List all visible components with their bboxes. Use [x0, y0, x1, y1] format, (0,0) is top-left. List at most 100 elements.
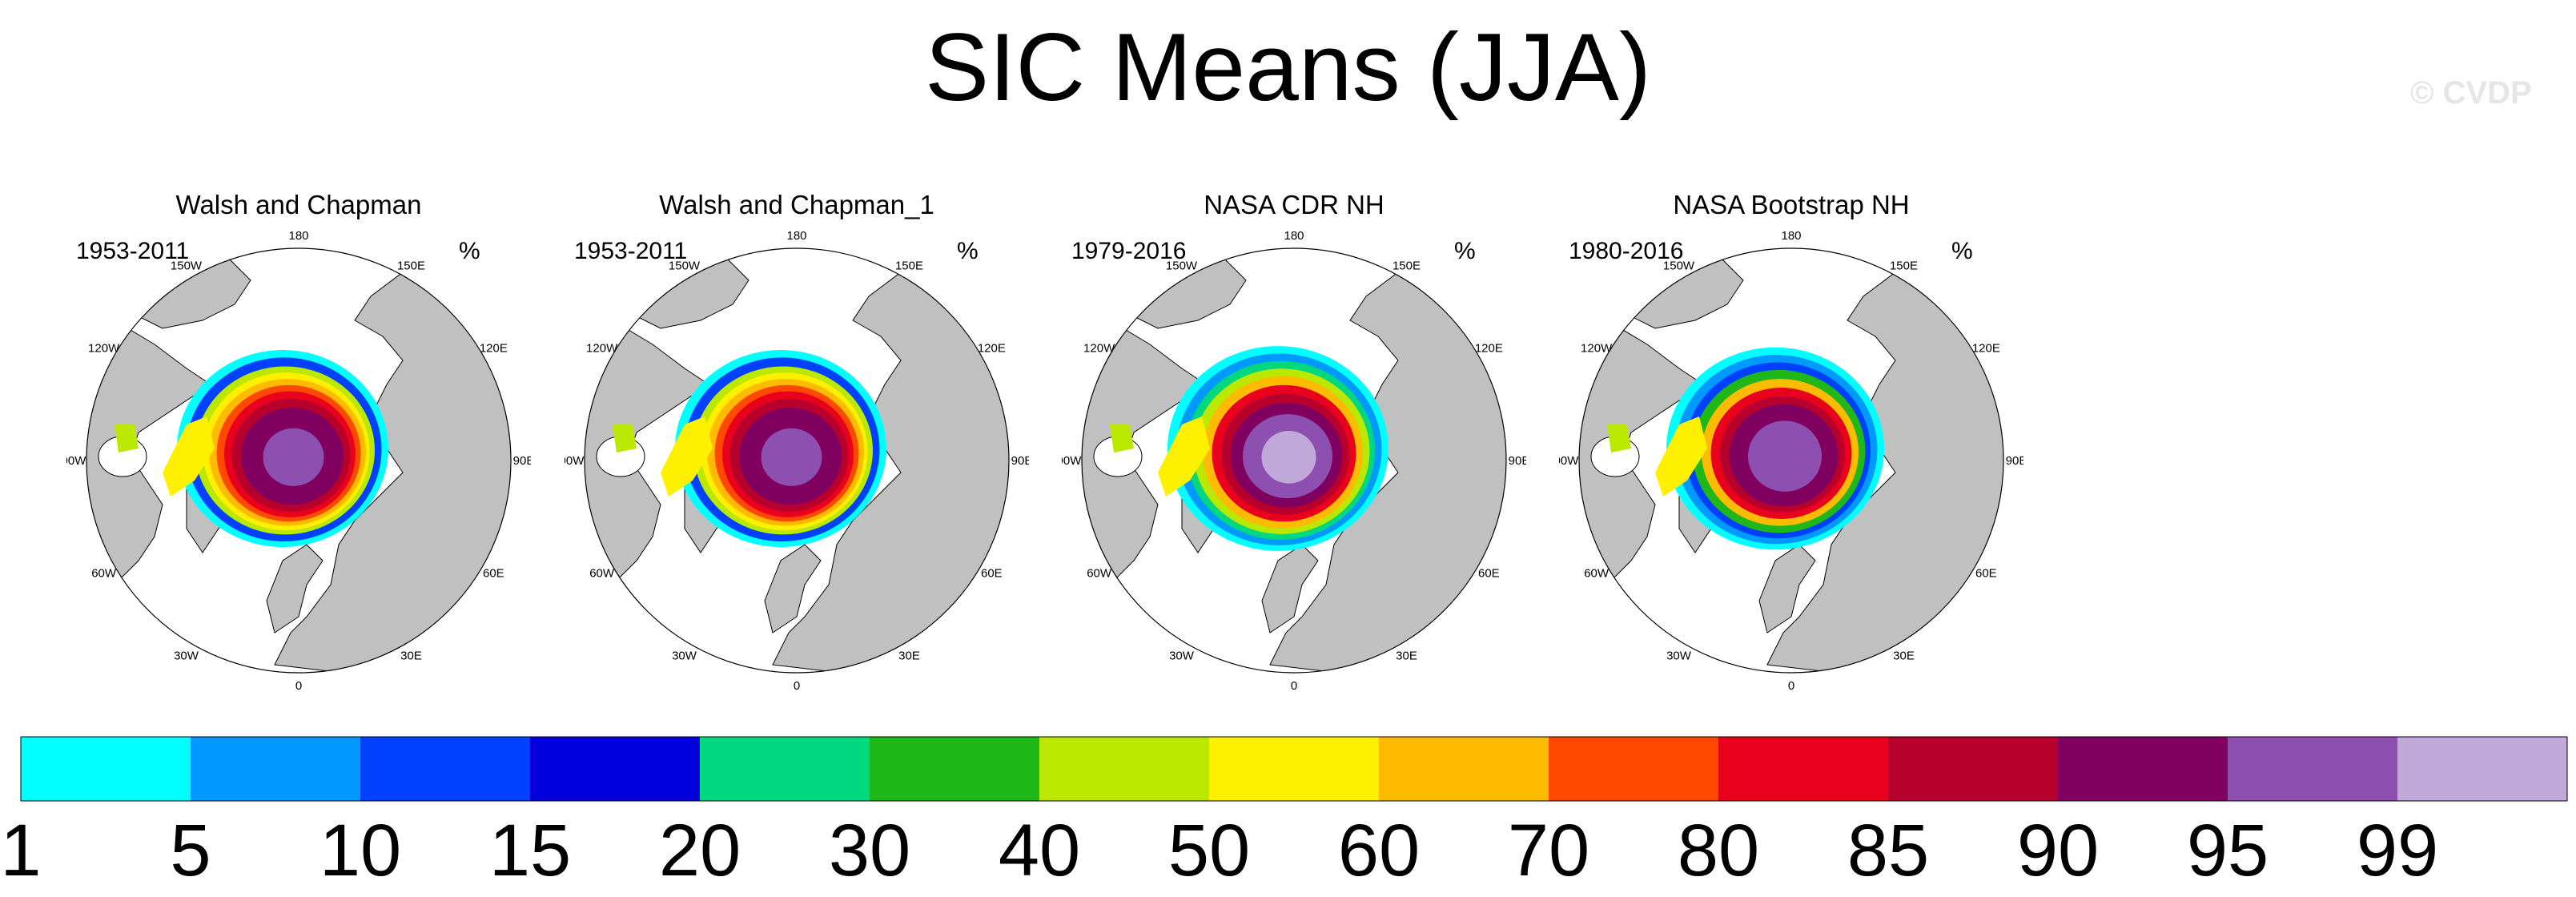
- longitude-label: 120E: [1972, 342, 2000, 356]
- map-content: [86, 248, 511, 673]
- longitude-label: 120W: [88, 342, 120, 356]
- colorbar-label: 20: [659, 810, 741, 891]
- longitude-label: 150E: [895, 259, 923, 273]
- longitude-label: 90W: [1062, 454, 1082, 468]
- colorbar-frame: [20, 736, 2568, 802]
- polar-map: 180 150E 120E 90E 60E 30E 0 30W 60W 90W 120W 150W: [1559, 229, 2023, 693]
- sea-ice-contour: [661, 416, 713, 497]
- colorbar-label: 99: [2357, 810, 2438, 891]
- map-border: [584, 247, 1010, 674]
- longitude-label: 60E: [1975, 567, 1997, 581]
- longitude-label: 150W: [1166, 259, 1198, 273]
- longitude-label: 150E: [397, 259, 425, 273]
- longitude-label: 30E: [1893, 649, 1915, 662]
- longitude-label: 150W: [669, 259, 701, 273]
- colorbar-swatch: [1549, 737, 1718, 801]
- colorbar-label: 80: [1678, 810, 1759, 891]
- colorbar-label: 1: [0, 810, 41, 891]
- longitude-label: 60W: [1584, 567, 1609, 581]
- landmass-scandinavia: [266, 544, 324, 634]
- longitude-label: 60E: [1478, 567, 1500, 581]
- panel-unit: %: [459, 238, 480, 264]
- colorbar-swatch: [1209, 737, 1379, 801]
- longitude-label: 90E: [1011, 454, 1029, 468]
- longitude-label: 120W: [1083, 342, 1115, 356]
- longitude-label: 30E: [400, 649, 422, 662]
- longitude-label: 30E: [1396, 649, 1417, 662]
- longitude-label: 60E: [483, 567, 504, 581]
- sea-ice-contour: [761, 428, 822, 486]
- colorbar-swatch: [870, 737, 1039, 801]
- map-panel-4: NASA Bootstrap NH 1980-2016 % 180 150E 120…: [1559, 184, 2023, 697]
- sea-ice-contour: [263, 428, 324, 486]
- colorbar-swatch: [1039, 737, 1209, 801]
- longitude-label: 90E: [2006, 454, 2023, 468]
- panel-unit: %: [1951, 238, 1973, 264]
- longitude-label: 120E: [1475, 342, 1503, 356]
- watermark: © CVDP: [2410, 75, 2532, 111]
- longitude-label: 60W: [589, 567, 615, 581]
- map-content: [1082, 248, 1506, 673]
- colorbar-swatch: [191, 737, 360, 801]
- longitude-label: 150E: [1392, 259, 1421, 273]
- colorbar-label: 15: [489, 810, 571, 891]
- longitude-label: 120W: [1581, 342, 1613, 356]
- colorbar-swatch: [360, 737, 530, 801]
- longitude-label: 180: [786, 229, 806, 243]
- sea-ice-contour: [1655, 416, 1707, 497]
- sea-ice-contour: [115, 424, 139, 453]
- panel-title: NASA CDR NH: [1204, 190, 1384, 219]
- polar-map: 180 150E 120E 90E 60E 30E 0 30W 60W 90W 120W 150W: [565, 229, 1029, 693]
- colorbar-label: 50: [1168, 810, 1250, 891]
- sea-ice-contour: [1607, 424, 1631, 453]
- colorbar-swatch: [2058, 737, 2228, 801]
- colorbar-label: 10: [319, 810, 401, 891]
- sea-ice-contour: [163, 416, 215, 497]
- colorbar-swatch: [530, 737, 700, 801]
- landmass-scandinavia: [1758, 544, 1816, 634]
- panel-title: Walsh and Chapman: [175, 190, 422, 219]
- colorbar-swatch: [21, 737, 191, 801]
- longitude-label: 30W: [1169, 649, 1195, 662]
- polar-map: 180 150E 120E 90E 60E 30E 0 30W 60W 90W 120W 150W: [1062, 229, 1526, 693]
- longitude-label: 60W: [91, 567, 117, 581]
- landmass-scandinavia: [764, 544, 822, 634]
- longitude-label: 90W: [66, 454, 86, 468]
- colorbar-swatch: [1718, 737, 1888, 801]
- longitude-label: 90W: [1559, 454, 1579, 468]
- sea-ice-contour: [1748, 420, 1822, 492]
- colorbar-label: 5: [170, 810, 211, 891]
- colorbar-swatch: [2228, 737, 2397, 801]
- sea-ice-contour: [1110, 424, 1134, 453]
- colorbar-label: 95: [2187, 810, 2269, 891]
- longitude-label: 150W: [1663, 259, 1695, 273]
- longitude-label: 90E: [1509, 454, 1526, 468]
- sea-ice-contour: [1261, 431, 1316, 484]
- longitude-label: 120W: [586, 342, 618, 356]
- longitude-label: 60E: [981, 567, 1003, 581]
- colorbar-label: 40: [999, 810, 1080, 891]
- longitude-label: 180: [288, 229, 308, 243]
- colorbar-label: 60: [1338, 810, 1420, 891]
- landmass-scandinavia: [1261, 544, 1319, 634]
- longitude-label: 0: [1291, 679, 1297, 693]
- panel-title: NASA Bootstrap NH: [1673, 190, 1910, 219]
- map-border: [1081, 247, 1507, 674]
- colorbar-label: 30: [829, 810, 910, 891]
- panel-period: 1953-2011: [574, 238, 688, 264]
- longitude-label: 180: [1781, 229, 1801, 243]
- longitude-label: 30W: [1666, 649, 1692, 662]
- longitude-label: 30E: [898, 649, 920, 662]
- longitude-label: 90E: [513, 454, 531, 468]
- colorbar-swatch: [2397, 737, 2567, 801]
- longitude-label: 0: [295, 679, 302, 693]
- colorbar-swatch: [1379, 737, 1549, 801]
- panel-unit: %: [1454, 238, 1476, 264]
- polar-map: 180 150E 120E 90E 60E 30E 0 30W 60W 90W 120W 150W: [66, 229, 531, 693]
- longitude-label: 180: [1284, 229, 1304, 243]
- colorbar-label: 85: [1847, 810, 1929, 891]
- figure-title: SIC Means (JJA): [925, 14, 1651, 121]
- colorbar-swatch: [700, 737, 870, 801]
- colorbar-label: 70: [1508, 810, 1589, 891]
